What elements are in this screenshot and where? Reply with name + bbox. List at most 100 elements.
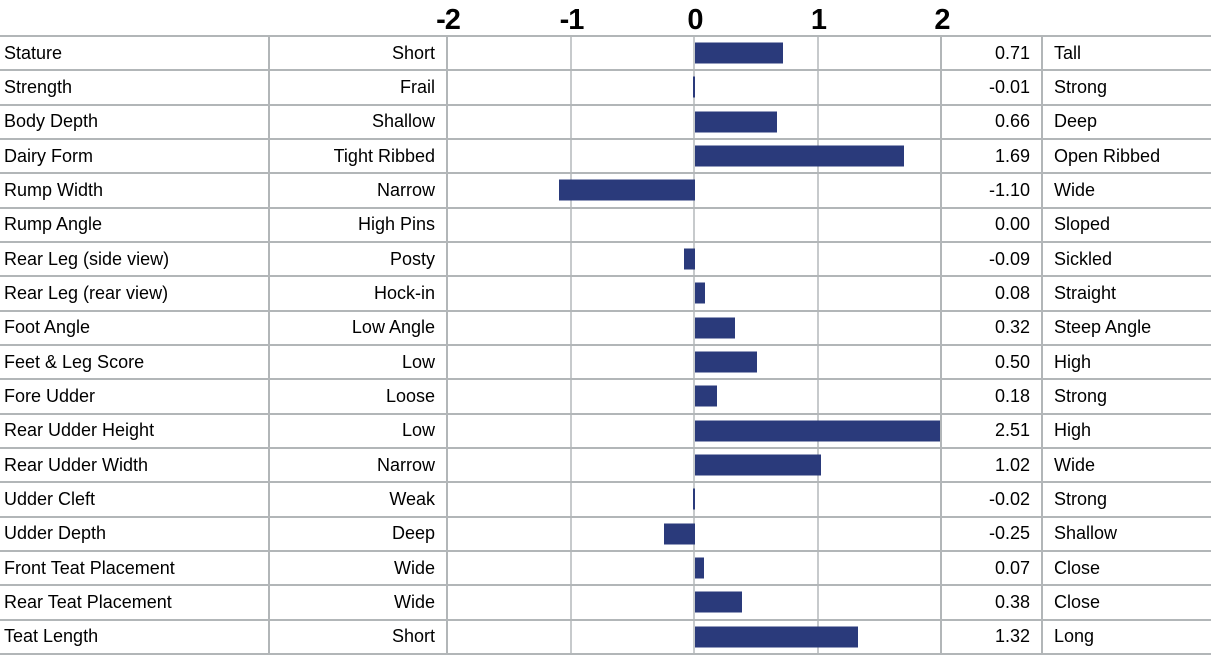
trait-bar (695, 385, 718, 407)
trait-bar-cell (448, 139, 942, 173)
trait-row: Rear Leg (side view) Posty -0.09 Sickled (0, 242, 1211, 278)
low-end-label: Loose (270, 380, 448, 413)
high-end-label: Close (1054, 591, 1101, 612)
low-end-label: Low (270, 414, 448, 447)
trait-bar-cell (448, 414, 942, 447)
high-end-label: Tall (1054, 42, 1082, 63)
high-end-label: Steep Angle (1054, 317, 1152, 338)
trait-bar-cell (448, 380, 942, 413)
axis-tick-label: 2 (934, 4, 950, 36)
trait-bar (695, 145, 904, 167)
low-end-label: High Pins (270, 208, 448, 241)
trait-name: Feet & Leg Score (0, 345, 270, 379)
chart-gridline (817, 277, 819, 310)
trait-bar (683, 248, 695, 270)
trait-row: Dairy Form Tight Ribbed 1.69 Open Ribbed (0, 139, 1211, 175)
chart-gridline (570, 105, 572, 138)
trait-row: Body Depth Shallow 0.66 Deep (0, 105, 1211, 140)
trait-name: Strength (0, 71, 270, 104)
trait-name: Foot Angle (0, 311, 270, 344)
sta-value: 0.71 (942, 37, 1043, 70)
trait-bar-cell (448, 105, 942, 138)
trait-bar-cell (448, 620, 942, 653)
trait-bar-cell (448, 277, 942, 310)
trait-name: Udder Depth (0, 517, 270, 550)
chart-gridline (570, 380, 572, 413)
trait-row: Foot Angle Low Angle 0.32 Steep Angle (0, 311, 1211, 346)
trait-bar (664, 523, 695, 545)
trait-name: Rear Leg (rear view) (0, 277, 270, 310)
chart-gridline (570, 345, 572, 379)
high-end-label: High (1054, 351, 1092, 372)
chart-gridline (817, 105, 819, 138)
chart-gridline (570, 311, 572, 344)
chart-gridline (817, 208, 819, 241)
trait-bar-cell (448, 517, 942, 550)
trait-name: Rear Teat Placement (0, 586, 270, 619)
high-end-label: High (1054, 420, 1092, 441)
trait-bar-cell (448, 242, 942, 276)
chart-gridline (570, 517, 572, 550)
chart-gridline (817, 311, 819, 344)
axis-tick-label: 1 (810, 4, 827, 36)
trait-bar (695, 351, 757, 373)
trait-name: Teat Length (0, 620, 270, 653)
trait-name: Stature (0, 37, 270, 70)
trait-row: Rump Angle High Pins 0.00 Sloped (0, 208, 1211, 243)
chart-zero-gridline (693, 414, 695, 447)
chart-gridline (817, 37, 819, 70)
chart-gridline (817, 174, 819, 207)
trait-bar-cell (448, 586, 942, 619)
high-end-label: Strong (1054, 488, 1108, 509)
high-end-label: Strong (1054, 76, 1108, 97)
trait-name: Body Depth (0, 105, 270, 138)
low-end-label: Deep (270, 517, 448, 550)
chart-gridline (817, 71, 819, 104)
trait-row: Teat Length Short 1.32 Long (0, 620, 1211, 655)
sta-value: -0.02 (942, 483, 1043, 516)
trait-row: Rump Width Narrow -1.10 Wide (0, 174, 1211, 209)
trait-bar (695, 420, 940, 442)
trait-name: Dairy Form (0, 139, 270, 173)
chart-gridline (570, 139, 572, 173)
trait-bar-cell (448, 71, 942, 104)
trait-row: Fore Udder Loose 0.18 Strong (0, 380, 1211, 415)
high-end-label: Straight (1054, 282, 1117, 303)
trait-row: Stature Short 0.71 Tall (0, 37, 1211, 72)
chart-zero-gridline (693, 448, 695, 482)
sta-value: 0.38 (942, 586, 1043, 619)
trait-bar (695, 317, 735, 339)
high-end-label: Open Ribbed (1054, 145, 1161, 166)
trait-row: Rear Teat Placement Wide 0.38 Close (0, 586, 1211, 621)
sta-value: -0.25 (942, 517, 1043, 550)
chart-gridline (817, 517, 819, 550)
chart-gridline (817, 345, 819, 379)
chart-gridline (817, 380, 819, 413)
low-end-label: Short (270, 37, 448, 70)
low-end-label: Posty (270, 242, 448, 276)
high-end-label: Sloped (1054, 214, 1111, 235)
low-end-label: Low (270, 345, 448, 379)
trait-row: Front Teat Placement Wide 0.07 Close (0, 551, 1211, 587)
trait-bar (695, 282, 705, 304)
high-end-label: Shallow (1054, 523, 1118, 544)
chart-gridline (570, 71, 572, 104)
chart-gridline (570, 208, 572, 241)
sta-value: 2.51 (942, 414, 1043, 447)
sta-value: -1.10 (942, 174, 1043, 207)
chart-gridline (817, 242, 819, 276)
trait-bar-cell (448, 448, 942, 482)
trait-name: Rump Angle (0, 208, 270, 241)
chart-gridline (817, 586, 819, 619)
sta-value: 1.69 (942, 139, 1043, 173)
trait-bar (695, 454, 821, 476)
trait-row: Rear Udder Width Narrow 1.02 Wide (0, 448, 1211, 484)
chart-gridline (817, 551, 819, 585)
high-end-label: Close (1054, 557, 1101, 578)
trait-bar (695, 626, 859, 648)
sta-value: 0.07 (942, 551, 1043, 585)
chart-gridline (570, 37, 572, 70)
chart-gridline (570, 586, 572, 619)
trait-row: Udder Depth Deep -0.25 Shallow (0, 517, 1211, 552)
chart-zero-gridline (693, 277, 695, 310)
